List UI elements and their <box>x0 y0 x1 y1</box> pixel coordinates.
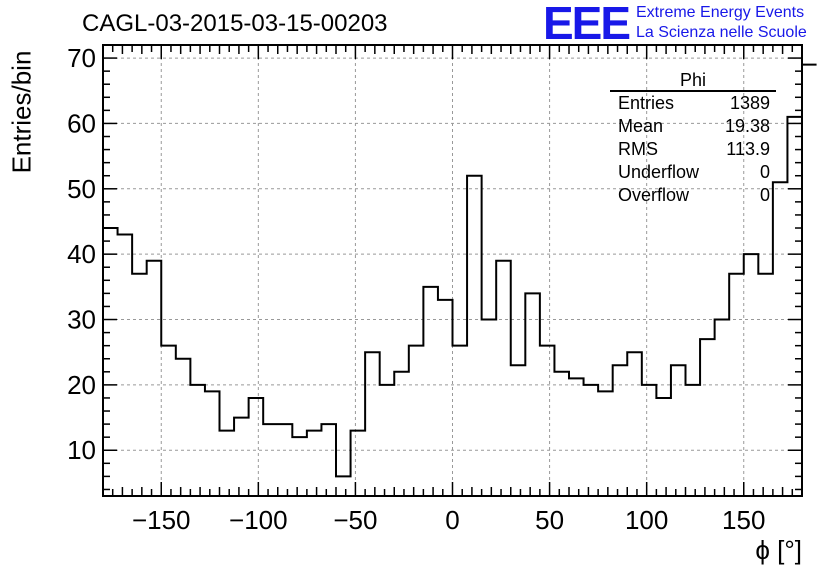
stats-label: Overflow <box>618 185 690 205</box>
histogram-bin <box>263 424 278 496</box>
axis-ticks <box>103 44 802 496</box>
y-tick-label: 20 <box>67 370 96 400</box>
x-tick-label: 100 <box>625 505 668 535</box>
histogram-bin <box>365 352 380 496</box>
eee-logo: EEE <box>543 0 631 49</box>
histogram-bin <box>336 476 351 496</box>
histogram-bin <box>598 391 613 496</box>
histogram-line <box>103 63 817 478</box>
x-tick-label: −100 <box>229 505 288 535</box>
x-tick-label: 150 <box>722 505 765 535</box>
histogram-bin <box>525 293 540 496</box>
histogram-bin <box>249 398 264 496</box>
y-tick-label: 30 <box>67 305 96 335</box>
stats-row-entries: Entries 1389 <box>610 92 776 115</box>
histogram-bin <box>205 391 220 496</box>
stats-box: Phi Entries 1389 Mean 19.38 RMS 113.9 Un… <box>610 70 776 207</box>
histogram-bin <box>686 385 701 496</box>
histogram-bin <box>176 359 191 496</box>
histogram-bin <box>700 339 715 496</box>
histogram-bin <box>554 372 569 496</box>
histogram-bin <box>190 385 205 496</box>
logo-line-2: La Scienza nelle Scuole <box>636 24 807 41</box>
y-tick-label: 60 <box>67 108 96 138</box>
histogram-bin <box>496 261 511 496</box>
histogram-bin <box>729 274 744 496</box>
run-title: CAGL-03-2015-03-15-00203 <box>82 10 388 37</box>
stats-value: 1389 <box>729 93 770 113</box>
histogram-bin <box>511 365 526 496</box>
x-tick-label: −50 <box>333 505 377 535</box>
histogram-bin <box>482 320 497 496</box>
histogram-bin <box>132 274 147 496</box>
x-axis-label: ϕ [°] <box>755 535 802 565</box>
y-tick-label: 40 <box>67 239 96 269</box>
histogram-bin <box>161 346 176 496</box>
histogram-bin <box>613 365 628 496</box>
histogram-bin <box>656 398 671 496</box>
histogram-bin <box>103 228 118 496</box>
histogram-bin <box>773 182 788 496</box>
x-tick-label: 50 <box>535 505 564 535</box>
y-tick-label: 10 <box>67 435 96 465</box>
histogram-bin <box>321 424 336 496</box>
histogram-bin <box>584 385 599 496</box>
histogram-bin <box>380 385 395 496</box>
logo-line-1: Extreme Energy Events <box>636 4 805 21</box>
stats-label: Underflow <box>618 162 700 182</box>
stats-row-mean: Mean 19.38 <box>610 115 776 138</box>
stats-value: 19.38 <box>724 116 770 136</box>
histogram-bin <box>292 437 307 496</box>
histogram-bin <box>802 65 817 496</box>
axis-tick-labels: −150 −100 −50 0 50 100 150 10 20 30 40 50 60 70 <box>67 43 765 535</box>
histogram-bin <box>627 352 642 496</box>
histogram-bin <box>220 431 235 496</box>
stats-label: Mean <box>618 116 664 136</box>
histogram-bin <box>744 254 759 496</box>
stats-value: 0 <box>759 162 770 182</box>
histogram-bin <box>671 365 686 496</box>
y-tick-label: 50 <box>67 174 96 204</box>
histogram-bin <box>394 372 409 496</box>
x-tick-label: −150 <box>132 505 191 535</box>
histogram-bin <box>758 274 773 496</box>
stats-value: 0 <box>759 185 770 205</box>
histogram-series <box>103 63 817 496</box>
histogram-bin <box>351 431 366 496</box>
x-tick-label: 0 <box>445 505 459 535</box>
histogram-bin <box>278 424 293 496</box>
y-axis-label: Entries/bin <box>6 50 37 174</box>
stats-label: RMS <box>618 139 658 159</box>
histogram-bin <box>409 346 424 496</box>
stats-label: Entries <box>618 93 675 113</box>
histogram-bin <box>467 176 482 496</box>
histogram-bin <box>118 235 133 496</box>
y-tick-label: 70 <box>67 43 96 73</box>
stats-row-underflow: Underflow 0 <box>610 161 776 184</box>
stats-row-overflow: Overflow 0 <box>610 184 776 207</box>
histogram-bin <box>642 385 657 496</box>
histogram-bin <box>438 300 453 496</box>
histogram-bin <box>569 378 584 496</box>
histogram-bin <box>234 418 249 496</box>
histogram-bin <box>715 320 730 496</box>
stats-value: 113.9 <box>726 139 770 159</box>
stats-row-rms: RMS 113.9 <box>610 138 776 161</box>
histogram-bin <box>307 431 322 496</box>
histogram-bin <box>147 261 162 496</box>
histogram-bin <box>453 346 468 496</box>
histogram-bin <box>540 346 555 496</box>
stats-title: Phi <box>610 70 776 92</box>
histogram-bin <box>423 287 438 496</box>
